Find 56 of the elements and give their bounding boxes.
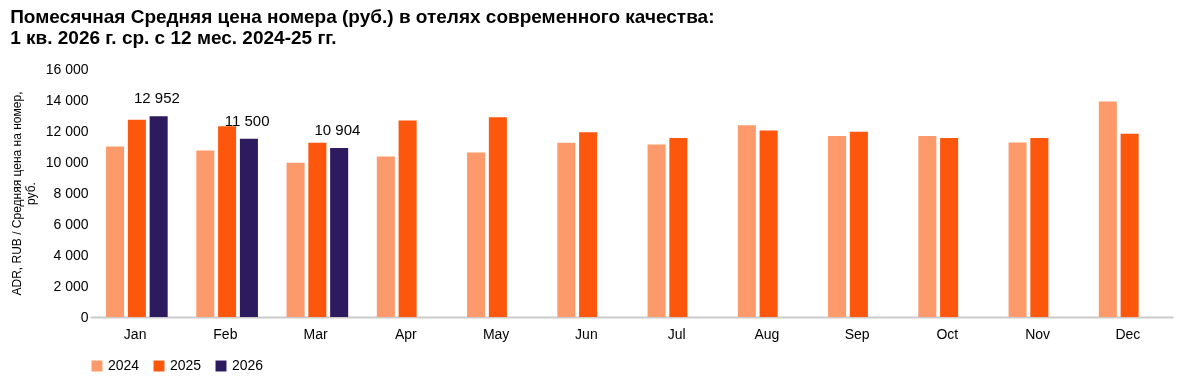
- chart-title: Помесячная Средняя цена номера (руб.) в отелях современного качества: 1 кв. 2026 г. ср. с 12 мес. 2024-25 гг.: [10, 6, 715, 48]
- bar: [849, 131, 868, 317]
- bar: [239, 138, 258, 317]
- bar: [149, 116, 168, 317]
- x-tick-label: Sep: [844, 325, 870, 342]
- bar: [1120, 133, 1139, 317]
- x-tick-label: Jan: [123, 325, 147, 342]
- bar: [467, 152, 486, 317]
- data-label: 11 500: [224, 111, 270, 129]
- y-tick-label: 12 000: [45, 122, 89, 139]
- x-tick-label: Jun: [575, 325, 598, 342]
- bar: [918, 135, 937, 317]
- data-label: 10 904: [314, 120, 361, 138]
- x-tick-label: Feb: [213, 325, 238, 342]
- legend-label: 2024: [108, 357, 140, 373]
- bar: [218, 126, 237, 317]
- bar: [398, 120, 417, 317]
- x-tick-label: Mar: [303, 325, 329, 342]
- bar: [127, 119, 146, 317]
- bar: [669, 137, 688, 317]
- bar: [940, 137, 959, 317]
- data-label: 12 952: [133, 89, 180, 107]
- legend-label: 2025: [170, 357, 202, 373]
- x-tick-label: Oct: [936, 325, 959, 342]
- y-tick-label: 14 000: [45, 91, 89, 108]
- x-tick-label: Aug: [754, 325, 780, 342]
- y-tick-label: 16 000: [45, 60, 89, 77]
- bar: [376, 156, 395, 317]
- y-tick-label: 6 000: [53, 215, 89, 232]
- bar: [557, 142, 576, 317]
- bar: [647, 144, 666, 317]
- x-tick-label: May: [482, 325, 510, 342]
- legend-label: 2026: [232, 357, 264, 373]
- bar: [1030, 137, 1049, 317]
- bar: [737, 125, 756, 317]
- bar: [579, 132, 598, 317]
- y-axis-title: ADR, RUB / Средняя цена на номер, руб.: [9, 91, 38, 296]
- bar: [488, 117, 507, 317]
- y-tick-label: 10 000: [45, 153, 89, 170]
- y-tick-label: 2 000: [53, 277, 89, 294]
- y-tick-label: 0: [80, 308, 89, 325]
- bar: [330, 147, 349, 317]
- x-tick-label: Dec: [1115, 325, 1141, 342]
- x-tick-label: Jul: [667, 325, 686, 342]
- y-tick-label: 8 000: [53, 184, 89, 201]
- bar: [106, 146, 125, 317]
- bar: [196, 150, 215, 317]
- x-tick-label: Apr: [394, 325, 418, 342]
- bar: [828, 135, 847, 317]
- x-tick-label: Nov: [1025, 325, 1051, 342]
- bar: [1008, 142, 1027, 317]
- bar: [759, 130, 778, 317]
- bar: [1098, 101, 1117, 317]
- y-tick-label: 4 000: [53, 246, 89, 263]
- bar: [286, 162, 305, 317]
- bar: [308, 142, 327, 317]
